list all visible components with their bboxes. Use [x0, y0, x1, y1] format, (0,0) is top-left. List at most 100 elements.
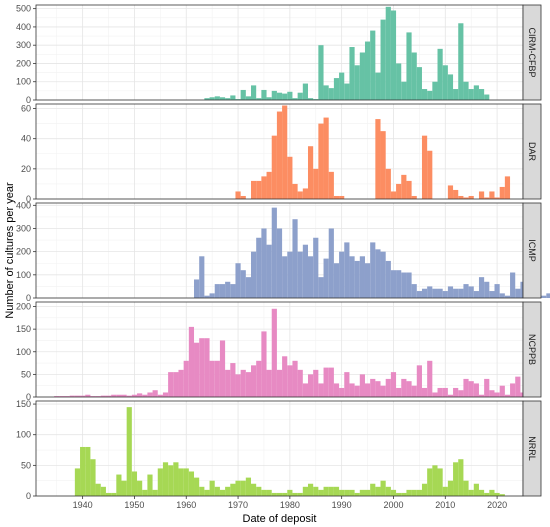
bar	[370, 483, 376, 496]
bar	[380, 385, 386, 397]
bar	[339, 195, 345, 199]
bar	[344, 83, 350, 100]
bar	[468, 489, 474, 496]
bar	[116, 474, 122, 496]
bar	[421, 387, 428, 397]
bar	[447, 394, 454, 397]
bar	[199, 256, 205, 298]
bar	[282, 492, 288, 496]
bar	[137, 480, 143, 496]
bar	[359, 256, 365, 298]
facet-strip	[522, 400, 542, 497]
bar	[168, 372, 174, 397]
bar	[204, 295, 210, 298]
y-tick-label: 100	[16, 430, 31, 440]
bar	[323, 117, 329, 199]
bar	[131, 471, 138, 496]
bar	[354, 385, 360, 397]
bar	[287, 91, 293, 100]
bar	[152, 489, 158, 496]
facet-strip-label: NRRL	[527, 436, 537, 461]
bar	[297, 92, 303, 100]
bar	[256, 486, 262, 496]
bar	[251, 483, 257, 496]
bar	[105, 492, 112, 496]
bar	[121, 394, 127, 397]
y-tick-label: 300	[16, 223, 31, 233]
y-tick-label: 150	[16, 399, 31, 409]
bar	[147, 392, 153, 397]
y-tick-label: 0	[26, 194, 31, 204]
panels-layer: 0100200300400500CIRM-CFBP0204060DAR01002…	[16, 4, 550, 501]
bar	[287, 251, 293, 298]
bar	[276, 228, 283, 298]
bar	[313, 237, 319, 298]
bar	[323, 85, 329, 100]
bar	[251, 180, 257, 199]
bar	[390, 372, 397, 397]
bar	[328, 88, 334, 100]
bar	[328, 228, 334, 298]
bar	[173, 372, 179, 397]
x-tick-label: 1980	[280, 500, 300, 510]
bar	[111, 492, 117, 496]
bar	[453, 189, 459, 199]
bar	[219, 489, 226, 496]
bar	[318, 489, 324, 496]
bar	[74, 468, 81, 496]
bar	[261, 331, 267, 397]
bar	[54, 396, 60, 397]
bar	[245, 277, 252, 298]
bar	[116, 394, 122, 397]
x-tick-label: 1940	[73, 500, 93, 510]
bar	[473, 383, 479, 397]
bar	[489, 291, 495, 298]
y-tick-label: 0	[26, 293, 31, 303]
bar	[282, 105, 288, 199]
bar	[318, 277, 324, 298]
bar	[468, 195, 474, 199]
bar	[463, 197, 469, 199]
bar	[328, 367, 334, 397]
y-tick-label: 50	[21, 460, 31, 470]
bar	[421, 89, 428, 100]
bar	[100, 486, 106, 496]
bar	[276, 92, 283, 100]
bar	[240, 480, 246, 496]
bar	[473, 483, 479, 496]
bar	[447, 286, 454, 298]
y-tick-label: 200	[16, 247, 31, 257]
bar	[307, 374, 314, 397]
bar	[380, 251, 386, 298]
bar	[406, 489, 412, 496]
bar	[256, 98, 262, 100]
bar	[261, 228, 267, 298]
bar	[396, 387, 402, 397]
bar	[432, 81, 438, 100]
bar	[282, 256, 288, 298]
bar	[411, 385, 417, 397]
bar	[230, 363, 236, 397]
facet-strip	[522, 202, 542, 299]
bar	[199, 486, 205, 496]
bar	[390, 191, 397, 199]
bar	[302, 83, 308, 100]
bar	[463, 284, 469, 298]
bar	[230, 483, 236, 496]
bars-ncppb	[54, 308, 531, 397]
bar	[375, 381, 381, 397]
bar	[328, 171, 334, 199]
facet-strip-label: CIRM-CFBP	[527, 28, 537, 78]
bar	[188, 471, 195, 496]
bar	[209, 293, 215, 298]
bar	[90, 396, 96, 397]
x-axis: 1940 1950 1960 1970 1980 1990 2000 2010 2020	[73, 496, 507, 510]
bar	[313, 168, 319, 199]
bar	[271, 207, 277, 298]
bar	[416, 67, 422, 100]
bar	[256, 237, 262, 298]
bar	[390, 10, 397, 101]
bar	[240, 369, 246, 397]
bar	[339, 72, 345, 100]
